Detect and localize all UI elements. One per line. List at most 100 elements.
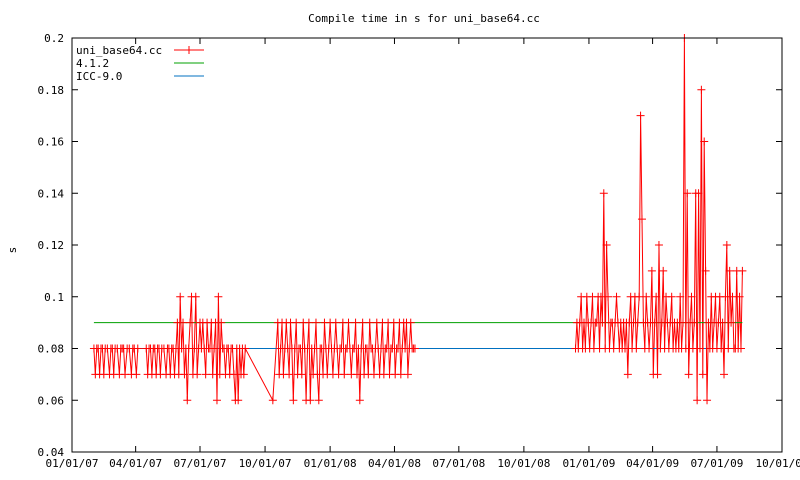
chart-title: Compile time in s for uni_base64.cc — [308, 12, 540, 25]
data-point — [683, 189, 692, 198]
data-point — [722, 241, 731, 249]
data-point — [304, 318, 313, 327]
data-point — [645, 344, 654, 353]
data-point — [735, 292, 744, 301]
y-axis-label: s — [6, 247, 19, 254]
data-point — [306, 396, 315, 405]
data-point — [183, 396, 192, 405]
x-tick-label: 04/01/07 — [109, 457, 162, 470]
legend-marker — [185, 46, 193, 54]
data-point — [602, 241, 611, 249]
legend-label: uni_base64.cc — [76, 44, 162, 57]
data-point — [176, 292, 185, 301]
data-point — [728, 292, 737, 301]
plot-frame — [71, 37, 783, 453]
data-point — [229, 370, 238, 379]
data-point — [667, 292, 676, 301]
data-point — [210, 344, 219, 353]
data-point — [193, 370, 202, 379]
x-tick-label: 07/01/08 — [432, 457, 485, 470]
data-point — [701, 266, 710, 275]
data-point — [358, 318, 367, 327]
data-point — [636, 111, 645, 120]
data-point — [700, 137, 709, 146]
data-point — [352, 370, 361, 379]
data-point — [268, 396, 277, 405]
data-point — [239, 370, 248, 379]
data-point — [285, 370, 294, 379]
data-point — [214, 292, 223, 301]
data-point — [234, 396, 243, 405]
data-point — [695, 344, 704, 353]
data-point — [650, 318, 659, 327]
data-point — [201, 370, 210, 379]
data-point — [694, 189, 703, 198]
data-point — [331, 318, 340, 327]
data-point — [652, 292, 661, 301]
y-tick-label: 0.2 — [44, 32, 64, 45]
x-tick-label: 04/01/09 — [626, 457, 679, 470]
data-point — [703, 396, 712, 405]
data-point — [596, 292, 605, 301]
data-point — [351, 318, 360, 327]
data-point — [599, 189, 608, 198]
x-tick-label: 10/01/09 — [756, 457, 800, 470]
data-point — [132, 370, 141, 379]
data-point — [133, 344, 142, 353]
data-point — [406, 318, 415, 327]
x-tick-label: 01/01/07 — [46, 457, 99, 470]
data-point — [355, 396, 364, 405]
data-point — [681, 344, 690, 353]
data-point — [727, 318, 736, 327]
y-tick-label: 0.14 — [38, 187, 65, 200]
x-tick-label: 10/01/07 — [239, 457, 292, 470]
data-point — [676, 292, 685, 301]
data-point — [241, 344, 250, 353]
data-point — [725, 266, 734, 275]
data-markers — [89, 34, 747, 405]
data-point — [635, 292, 644, 301]
y-tick-label: 0.12 — [38, 239, 65, 252]
x-tick-label: 07/01/07 — [174, 457, 227, 470]
legend-label: 4.1.2 — [76, 57, 109, 70]
x-tick-label: 10/01/08 — [497, 457, 550, 470]
legend-label: ICC-9.0 — [76, 70, 122, 83]
data-point — [598, 318, 607, 327]
data-point — [697, 85, 706, 94]
data-point — [297, 370, 306, 379]
data-point — [693, 396, 702, 405]
data-point — [180, 370, 189, 379]
data-point — [292, 318, 301, 327]
data-point — [717, 344, 726, 353]
data-point — [365, 318, 374, 327]
data-point — [678, 318, 687, 327]
y-tick-label: 0.1 — [44, 291, 64, 304]
y-tick-label: 0.16 — [38, 136, 65, 149]
data-point — [311, 318, 320, 327]
data-point — [212, 396, 221, 405]
data-point — [718, 318, 727, 327]
data-point — [621, 344, 630, 353]
data-point — [698, 370, 707, 379]
data-point — [637, 215, 646, 224]
x-tick-label: 01/01/08 — [304, 457, 357, 470]
data-point — [736, 344, 745, 353]
data-point — [684, 370, 693, 379]
data-point — [186, 318, 195, 327]
data-point — [344, 318, 353, 327]
data-point — [721, 292, 730, 301]
y-tick-label: 0.06 — [38, 394, 65, 407]
data-point — [690, 318, 699, 327]
data-point — [738, 266, 747, 275]
axis-ticks: 0.04 0.06 0.08 0.1 0.12 0.14 0.16 0.18 0.2 01/01/… — [38, 32, 800, 470]
data-point — [659, 266, 668, 275]
data-point — [604, 292, 613, 301]
data-point — [403, 370, 412, 379]
data-point — [688, 344, 697, 353]
data-point — [653, 370, 662, 379]
data-point — [410, 344, 419, 353]
data-point — [612, 292, 621, 301]
data-point — [623, 370, 632, 379]
